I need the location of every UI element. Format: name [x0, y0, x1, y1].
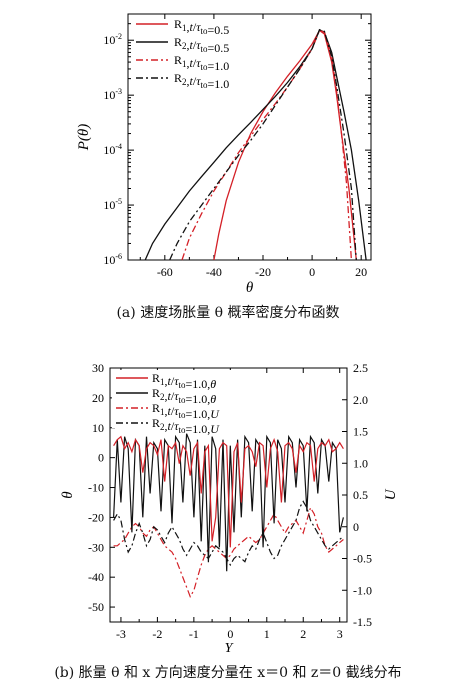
legend-label-2: R2,t/τto=1.0,θ [152, 386, 216, 406]
legend-label-4: R2,t/τto=1.0 [174, 71, 229, 91]
x-tick-label: -40 [206, 265, 222, 279]
y-tick-label: 10-6 [103, 252, 122, 267]
y2-axis-label: U [383, 488, 399, 500]
y-tick-label: 30 [92, 361, 104, 375]
x-axis-label: Y [225, 641, 235, 656]
x-tick-label: 0 [227, 627, 233, 641]
legend-label-1: R1,t/τto=1.0,θ [152, 371, 216, 391]
y2-tick-label: -0.5 [353, 552, 372, 566]
y-tick-label: -10 [88, 481, 104, 495]
series-line-4 [113, 500, 344, 567]
x-tick-label: 1 [264, 627, 270, 641]
x-tick-label: -2 [152, 627, 162, 641]
y2-tick-label: 1.0 [353, 456, 368, 470]
y-tick-label: 10-5 [103, 197, 122, 212]
legend-label-1: R1,t/τto=0.5 [174, 17, 229, 37]
series-line-2 [144, 28, 367, 261]
x-axis-label: θ [246, 280, 254, 296]
y2-tick-label: 1.5 [353, 425, 368, 439]
x-tick-label: -60 [157, 265, 173, 279]
y2-tick-label: 2.5 [353, 361, 368, 375]
y-tick-label: -20 [88, 510, 104, 524]
pdf-chart: -60 -40 -20 0 20 10-6 10-5 10-4 10-3 10-2 θ P(θ) R1,… [76, 13, 372, 296]
legend-label-4: R2,t/τto=1.0,U [152, 416, 220, 436]
y-tick-label: -30 [88, 540, 104, 554]
y2-tick-label: -1.5 [353, 615, 372, 629]
series-line-1 [113, 435, 344, 548]
x-tick-label: -1 [189, 627, 199, 641]
caption-a: (a) 速度场胀量 θ 概率密度分布函数 [116, 305, 340, 321]
x-tick-label: 0 [309, 265, 315, 279]
caption-b: (b) 胀量 θ 和 x 方向速度分量在 x＝0 和 z＝0 截线分布 [54, 665, 402, 681]
series-line-1 [213, 29, 357, 261]
legend-label-3: R1,t/τto=1.0,U [152, 401, 220, 421]
y-tick-label: 20 [92, 391, 104, 405]
y2-tick-label: 2.0 [353, 393, 368, 407]
y-tick-label: 10-2 [103, 32, 122, 47]
x-tick-label: 20 [355, 265, 367, 279]
y-tick-label: 0 [98, 451, 104, 465]
y2-tick-label: 0.5 [353, 488, 368, 502]
y-tick-label: 10 [92, 421, 104, 435]
series-line-3 [181, 29, 353, 261]
y-tick-label: 10-4 [103, 142, 122, 157]
y-tick-label: 10-3 [103, 87, 122, 102]
x-tick-label: 2 [300, 627, 306, 641]
x-tick-label: -20 [255, 265, 271, 279]
x-tick-label: -3 [116, 627, 126, 641]
series-line-4 [169, 29, 357, 261]
legend-label-2: R2,t/τto=0.5 [174, 35, 229, 55]
y-tick-label: -40 [88, 570, 104, 584]
y-axis-label: θ [60, 491, 76, 499]
profile-chart: -3 -2 -1 0 1 2 3-50-40-30-20-100102030-1.5-1.0… [60, 361, 399, 656]
y2-tick-label: 0 [353, 520, 359, 534]
legend-box [112, 370, 252, 428]
y-tick-label: -50 [88, 600, 104, 614]
legend-label-3: R1,t/τto=1.0 [174, 53, 229, 73]
y2-tick-label: -1.0 [353, 583, 372, 597]
y-axis-label: P(θ) [76, 124, 92, 152]
x-tick-label: 3 [337, 627, 343, 641]
plot-frame [127, 13, 372, 261]
